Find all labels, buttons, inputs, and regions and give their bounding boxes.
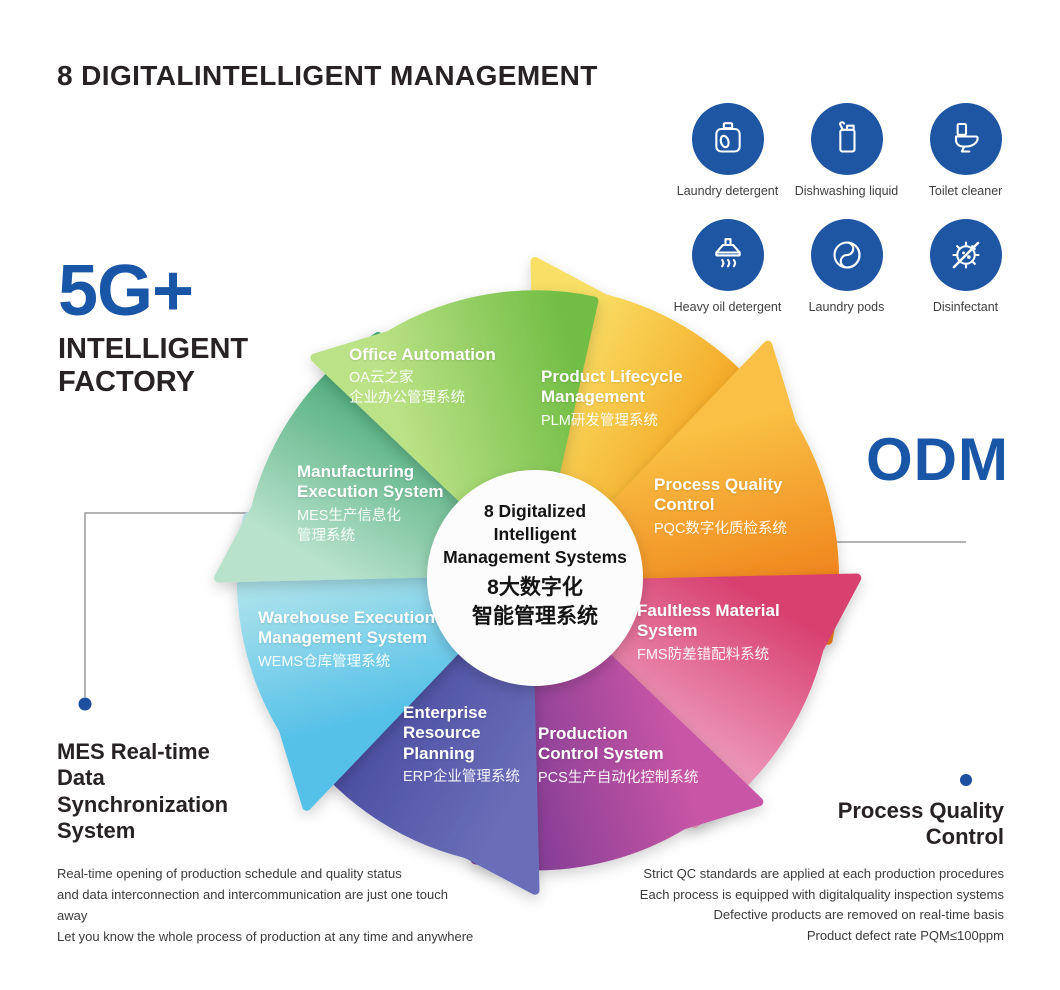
heavy-oil-detergent-icon	[714, 238, 741, 268]
factory-text: FACTORY	[58, 366, 195, 399]
text-line: Each process is equipped with digitalqua…	[639, 886, 1004, 902]
pqc-footer-body: Strict QC standards are applied at each …	[574, 864, 1004, 947]
pqc-footer-heading: Process Quality Control	[574, 798, 1004, 851]
page-title: 8 DIGITALINTELLIGENT MANAGEMENT	[57, 60, 598, 91]
text-line: MES Real-time	[57, 739, 210, 764]
text-line: Synchronization	[57, 791, 229, 817]
wheel-center-label: 8 Digitalized Intelligent Management Syste…	[420, 500, 650, 631]
product-icon-circle	[691, 103, 764, 175]
product-label: Laundry pods	[808, 300, 885, 314]
text-line: 8 Digitalized	[483, 501, 587, 521]
text-line: Let you know the whole process of produc…	[57, 928, 474, 944]
odm-text: ODM	[866, 426, 1009, 493]
product-icon-circle	[810, 103, 883, 175]
dishwashing-liquid-icon	[838, 121, 856, 153]
product-item: Disinfectant	[906, 219, 1025, 335]
wheel-center-circle	[427, 470, 643, 686]
text-line: 8大数字化	[487, 576, 583, 600]
pqc-footer-block: Process Quality Control Strict QC standar…	[574, 798, 1004, 947]
5g-intelligent-factory-badge: 5G+ INTELLIGENT FACTORY	[58, 255, 248, 400]
text-line: Control	[925, 824, 1004, 850]
product-icon-circle	[929, 103, 1002, 175]
left-connector-dot	[78, 697, 92, 711]
product-icon-circle	[810, 219, 883, 291]
product-item: Toilet cleaner	[906, 103, 1025, 219]
toilet-cleaner-icon	[954, 122, 979, 153]
text-line: Real-time opening of production schedule…	[57, 865, 402, 881]
mes-footer-block: MES Real-time Data Synchronization System R…	[57, 739, 477, 947]
product-icon-circle	[691, 219, 764, 291]
laundry-detergent-icon	[714, 122, 741, 153]
product-item: Laundry detergent	[668, 103, 787, 219]
right-connector-dot	[960, 774, 972, 786]
product-label: Heavy oil detergent	[673, 300, 782, 314]
text-line: Management Systems	[443, 546, 627, 567]
center-title-en: 8 Digitalized Intelligent Management Syste…	[420, 500, 650, 568]
5g-plus-text: 5G+	[58, 251, 194, 331]
center-title-zh: 8大数字化智能管理系统	[420, 574, 650, 631]
product-item: Heavy oil detergent	[668, 219, 787, 335]
product-item: Dishwashing liquid	[787, 103, 906, 219]
text-line: Product defect rate PQM≤100ppm	[806, 928, 1004, 944]
product-icon-circle	[929, 219, 1002, 291]
product-icon-grid: Laundry detergent Dishwashing liquid	[668, 103, 1025, 335]
product-item: Laundry pods	[787, 219, 906, 335]
text-line: System	[57, 818, 136, 844]
text-line: 智能管理系统	[472, 604, 598, 628]
product-label: Laundry detergent	[676, 184, 779, 198]
product-label: Toilet cleaner	[928, 184, 1003, 198]
text-line: Process Quality	[837, 798, 1004, 823]
mes-footer-body: Real-time opening of production schedule…	[57, 863, 477, 947]
text-line: Intelligent	[493, 523, 577, 544]
intelligent-text: INTELLIGENT	[58, 333, 249, 365]
product-label: Disinfectant	[932, 300, 999, 314]
text-line: and data interconnection and intercommun…	[57, 886, 448, 923]
text-line: Strict QC standards are applied at each …	[643, 865, 1004, 881]
text-line: Defective products are removed on real-t…	[713, 907, 1004, 923]
left-connector-line	[84, 512, 295, 697]
text-line: Data	[57, 765, 105, 791]
laundry-pods-icon	[832, 241, 861, 269]
disinfectant-icon	[951, 241, 980, 269]
product-label: Dishwashing liquid	[794, 184, 899, 198]
mes-footer-heading: MES Real-time Data Synchronization System	[57, 739, 477, 845]
